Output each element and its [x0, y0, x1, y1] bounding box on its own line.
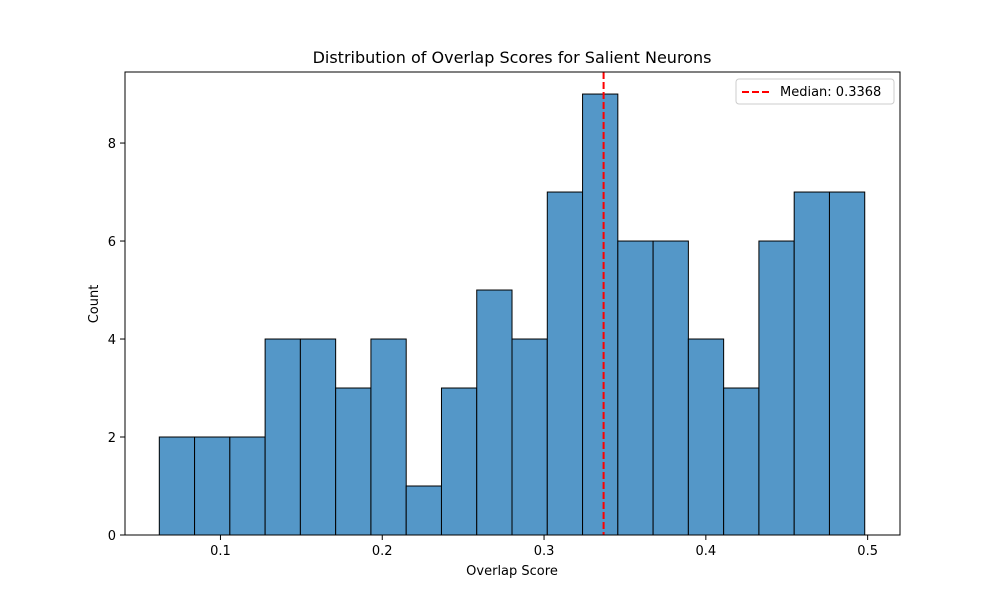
histogram-bar — [194, 436, 231, 536]
histogram-bar — [828, 191, 866, 536]
y-axis-title: Count — [87, 285, 102, 324]
x-axis-ticks: 0.1 0.2 0.3 0.4 0.5 — [210, 535, 878, 559]
legend-box — [735, 78, 895, 105]
x-tick-label: 0.5 — [857, 544, 878, 559]
y-tick-label: 0 — [108, 529, 116, 544]
histogram-bar — [582, 93, 619, 536]
histogram-bar — [264, 338, 301, 536]
histogram-bar — [723, 387, 760, 536]
y-tick-label: 2 — [108, 431, 116, 446]
histogram-bar — [440, 387, 478, 536]
legend-median-label: Median: 0.3368 — [780, 85, 881, 100]
chart-title: Distribution of Overlap Scores for Salie… — [313, 48, 712, 67]
x-tick-label: 0.3 — [534, 544, 555, 559]
histogram-bar — [476, 289, 513, 536]
x-tick-label: 0.2 — [372, 544, 393, 559]
histogram-bar — [511, 338, 548, 536]
histogram-bar — [652, 240, 689, 536]
y-tick-label: 4 — [108, 333, 116, 348]
y-tick-label: 8 — [108, 137, 116, 152]
histogram-bar — [229, 436, 266, 536]
legend: Median: 0.3368 — [735, 78, 895, 105]
histogram-bar — [793, 191, 830, 536]
histogram-bar — [617, 240, 654, 536]
y-axis-ticks: 0 2 4 6 8 — [108, 137, 125, 544]
histogram-bar — [299, 338, 337, 536]
histogram-bars — [158, 93, 866, 536]
histogram-bar — [758, 240, 795, 536]
y-tick-label: 6 — [108, 235, 116, 250]
histogram-bar — [687, 338, 725, 536]
histogram-bar — [405, 485, 442, 536]
plot-frame — [124, 71, 901, 536]
histogram-bar — [370, 338, 407, 536]
histogram-bar — [335, 387, 372, 536]
x-axis-title: Overlap Score — [466, 564, 558, 579]
x-tick-label: 0.4 — [696, 544, 717, 559]
histogram-bar — [158, 436, 196, 536]
x-tick-label: 0.1 — [210, 544, 231, 559]
histogram-bar — [546, 191, 584, 536]
